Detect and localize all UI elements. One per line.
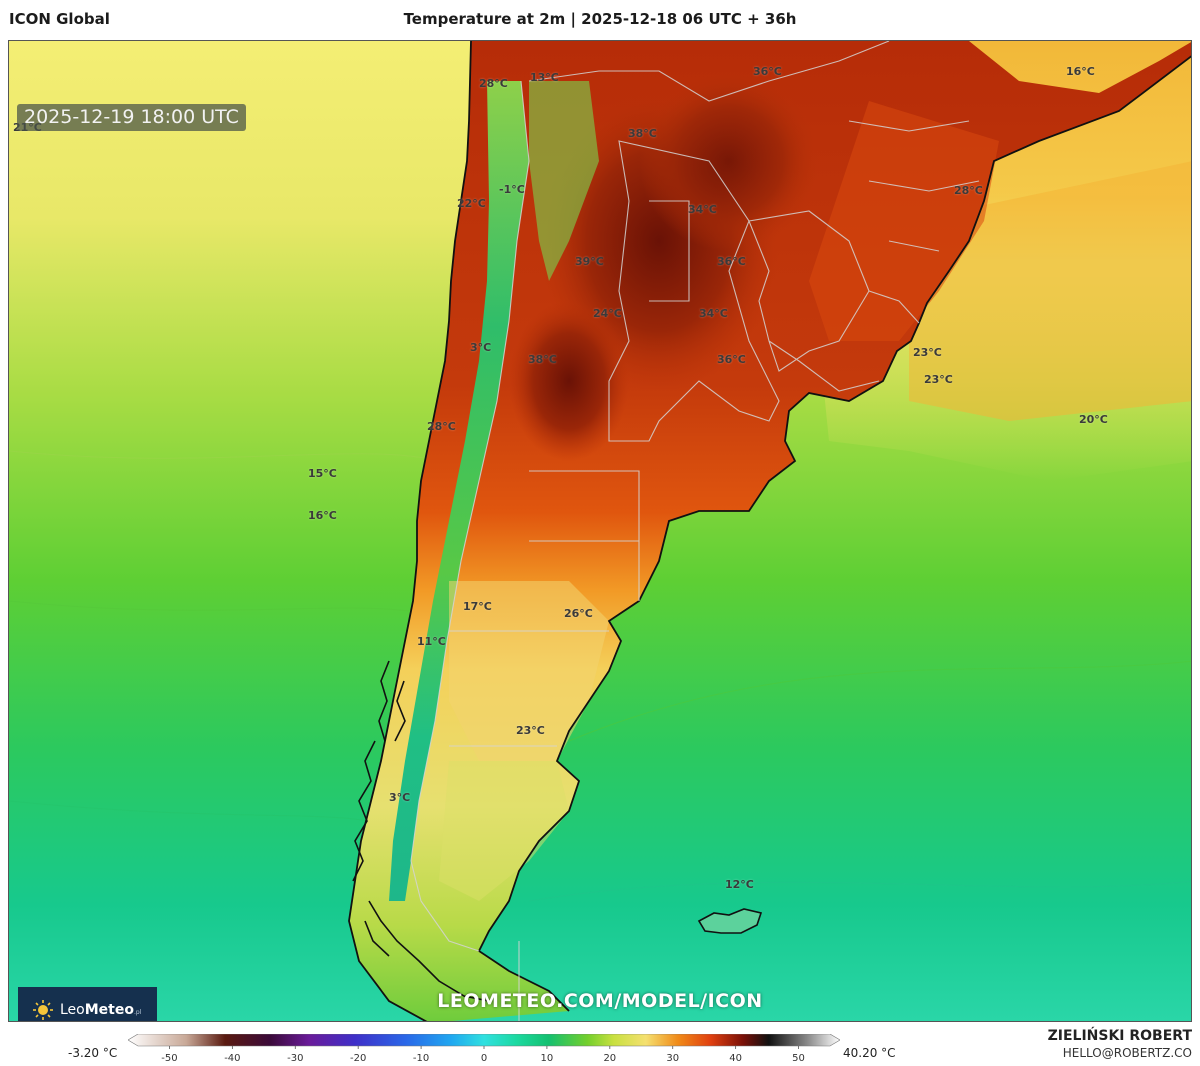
header: ICON Global Temperature at 2m | 2025-12-… <box>0 0 1200 40</box>
logo-brand: Leo <box>60 1002 85 1018</box>
footer: -3.20 °C -50 -40 -30 -20 -10 0 10 20 30 40 50 40.2… <box>0 1022 1200 1066</box>
temperature-label: 36°C <box>753 65 782 78</box>
temperature-label: 28°C <box>954 184 983 197</box>
temperature-label: 36°C <box>717 255 746 268</box>
colorbar-tick-label: -40 <box>224 1053 240 1064</box>
temperature-label: 38°C <box>628 127 657 140</box>
temperature-label: 11°C <box>417 635 446 648</box>
colorbar-tick-label: -30 <box>287 1053 303 1064</box>
temperature-label: 20°C <box>1079 413 1108 426</box>
colorbar-tick-label: 50 <box>792 1053 805 1064</box>
map-title: Temperature at 2m | 2025-12-18 06 UTC + … <box>403 10 797 28</box>
valid-time-badge: 2025-12-19 18:00 UTC <box>17 104 246 131</box>
leometeo-logo[interactable]: LeoMeteo.pl <box>18 987 157 1021</box>
temperature-label: 22°C <box>457 197 486 210</box>
temperature-colorbar: -50 -40 -30 -20 -10 0 10 20 30 40 50 <box>128 1034 840 1064</box>
author-name: ZIELIŃSKI ROBERT <box>1047 1028 1192 1044</box>
colorbar-tick-label: -10 <box>413 1053 429 1064</box>
temperature-label: 3°C <box>389 791 411 804</box>
temperature-label: 28°C <box>427 420 456 433</box>
temperature-label: 13°C <box>530 71 559 84</box>
logo-tld: .pl <box>133 1009 142 1016</box>
logo-brand-bold: Meteo <box>84 1002 134 1018</box>
temperature-label: 12°C <box>725 878 754 891</box>
model-name: ICON Global <box>9 10 110 28</box>
temperature-label: 24°C <box>593 307 622 320</box>
temperature-label: 34°C <box>688 203 717 216</box>
temperature-label: 23°C <box>924 373 953 386</box>
colorbar-tick-label: 10 <box>541 1053 554 1064</box>
temperature-label: 26°C <box>564 607 593 620</box>
scale-min-value: -3.20 °C <box>68 1046 118 1060</box>
temperature-label: 16°C <box>308 509 337 522</box>
temperature-label: -1°C <box>499 183 525 196</box>
temperature-label: 15°C <box>308 467 337 480</box>
colorbar-tick-label: 0 <box>481 1053 487 1064</box>
colorbar-tick-label: 20 <box>603 1053 616 1064</box>
map-frame: 28°C13°C36°C16°C21°C38°C-1°C28°C22°C34°C… <box>8 40 1192 1022</box>
temperature-label: 17°C <box>463 600 492 613</box>
watermark-url[interactable]: LEOMETEO.COM/MODEL/ICON <box>437 990 763 1012</box>
temperature-label: 36°C <box>717 353 746 366</box>
temperature-label: 3°C <box>470 341 492 354</box>
temperature-label: 23°C <box>516 724 545 737</box>
author-email[interactable]: HELLO@ROBERTZ.CO <box>1062 1046 1192 1060</box>
colorbar-ticks: -50 -40 -30 -20 -10 0 10 20 30 40 50 <box>161 1046 805 1064</box>
colorbar-tick-label: 30 <box>666 1053 679 1064</box>
temperature-label: 28°C <box>479 77 508 90</box>
colorbar-ramp <box>128 1034 840 1047</box>
colorbar-tick-label: -20 <box>350 1053 366 1064</box>
temperature-label: 16°C <box>1066 65 1095 78</box>
logo-text: LeoMeteo.pl <box>60 1002 141 1018</box>
temperature-label: 39°C <box>575 255 604 268</box>
colorbar-tick-label: 40 <box>729 1053 742 1064</box>
sun-icon <box>33 1000 53 1020</box>
temperature-map[interactable] <box>9 41 1192 1022</box>
colorbar-tick-label: -50 <box>161 1053 177 1064</box>
temperature-label: 34°C <box>699 307 728 320</box>
temperature-label: 23°C <box>913 346 942 359</box>
temperature-label: 38°C <box>528 353 557 366</box>
scale-max-value: 40.20 °C <box>843 1046 896 1060</box>
